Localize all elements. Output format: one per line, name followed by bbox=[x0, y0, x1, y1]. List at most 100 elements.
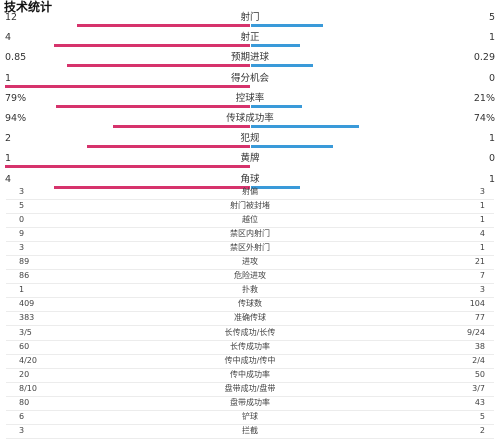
stat-name: 禁区内射门 bbox=[230, 229, 270, 239]
home-value: 8/10 bbox=[19, 383, 37, 393]
stat-bar-row: 12 射门 5 bbox=[0, 10, 500, 30]
home-value: 60 bbox=[19, 341, 30, 351]
row-divider bbox=[6, 283, 494, 285]
home-value: 12 bbox=[5, 12, 18, 23]
row-divider bbox=[6, 339, 494, 341]
away-value: 1 bbox=[479, 201, 485, 211]
home-value: 79% bbox=[5, 92, 27, 104]
row-divider bbox=[6, 213, 494, 215]
home-bar bbox=[5, 84, 250, 88]
away-bar bbox=[251, 145, 333, 149]
table-row: 89 进攻 21 bbox=[0, 255, 500, 271]
stat-name: 射门 bbox=[240, 12, 260, 23]
table-row: 409 传球数 104 bbox=[0, 297, 500, 313]
stat-name: 扑救 bbox=[242, 285, 258, 295]
away-value: 21% bbox=[473, 92, 495, 104]
stat-name: 射正 bbox=[240, 32, 260, 44]
away-value: 50 bbox=[474, 369, 485, 379]
away-value: 2/4 bbox=[472, 355, 485, 365]
away-bar bbox=[251, 24, 324, 27]
table-row: 20 传中成功率 50 bbox=[0, 368, 500, 383]
row-divider bbox=[6, 325, 494, 327]
stat-name: 传球成功率 bbox=[226, 113, 274, 124]
stat-name: 禁区外射门 bbox=[230, 243, 270, 253]
home-value: 4/20 bbox=[19, 355, 37, 365]
home-value: 3/5 bbox=[19, 327, 32, 337]
row-divider bbox=[6, 241, 494, 243]
home-bar bbox=[54, 44, 250, 48]
home-value: 383 bbox=[19, 313, 35, 323]
home-value: 86 bbox=[19, 271, 30, 281]
table-row: 60 长传成功率 38 bbox=[0, 340, 500, 355]
stat-bar-row: 4 射正 1 bbox=[0, 30, 500, 50]
stat-name: 传球数 bbox=[238, 299, 262, 309]
row-divider bbox=[6, 227, 494, 229]
home-value: 0.85 bbox=[5, 52, 27, 64]
stat-name: 盘带成功/盘带 bbox=[224, 383, 276, 393]
away-bar bbox=[251, 185, 300, 189]
away-bar bbox=[251, 125, 359, 128]
away-value: 104 bbox=[469, 299, 485, 309]
away-bar bbox=[251, 44, 300, 48]
away-value: 5 bbox=[479, 411, 485, 421]
stat-bar-row: 94% 传球成功率 74% bbox=[0, 111, 500, 131]
table-row: 80 盘带成功率 43 bbox=[0, 396, 500, 411]
stat-name: 控球率 bbox=[235, 92, 265, 104]
away-value: 43 bbox=[474, 397, 485, 407]
away-value: 0.29 bbox=[473, 52, 495, 64]
home-value: 1 bbox=[19, 285, 25, 295]
home-value: 409 bbox=[19, 299, 35, 309]
away-value: 9/24 bbox=[467, 327, 485, 337]
home-value: 20 bbox=[19, 369, 30, 379]
home-value: 5 bbox=[19, 201, 25, 211]
table-row: 3 拦截 2 bbox=[0, 424, 500, 439]
home-value: 3 bbox=[19, 425, 25, 435]
stat-name: 准确传球 bbox=[234, 313, 266, 323]
stat-bar-row: 4 角球 1 bbox=[0, 172, 500, 192]
stat-name: 越位 bbox=[242, 215, 258, 225]
stat-name: 角球 bbox=[240, 173, 260, 185]
row-divider bbox=[6, 255, 494, 257]
row-divider bbox=[6, 409, 494, 411]
home-bar bbox=[77, 24, 250, 27]
home-value: 2 bbox=[5, 133, 12, 145]
home-value: 4 bbox=[5, 32, 12, 44]
stat-name: 射门被封堵 bbox=[230, 201, 270, 211]
table-row: 6 铲球 5 bbox=[0, 410, 500, 425]
table-row: 383 准确传球 77 bbox=[0, 311, 500, 327]
away-value: 1 bbox=[488, 173, 495, 185]
away-value: 0 bbox=[488, 72, 495, 84]
home-value: 9 bbox=[19, 229, 25, 239]
away-value: 1 bbox=[488, 32, 495, 44]
row-divider bbox=[6, 269, 494, 271]
stat-bar-row: 0.85 预期进球 0.29 bbox=[0, 50, 500, 70]
stat-bar-row: 79% 控球率 21% bbox=[0, 91, 500, 111]
away-value: 7 bbox=[479, 271, 485, 281]
home-value: 3 bbox=[19, 243, 25, 253]
table-row: 0 越位 1 bbox=[0, 213, 500, 229]
home-value: 1 bbox=[5, 153, 12, 165]
stat-name: 传中成功率 bbox=[230, 369, 270, 379]
stat-name: 进攻 bbox=[242, 257, 258, 267]
home-value: 89 bbox=[19, 257, 30, 267]
away-value: 2 bbox=[479, 425, 485, 435]
home-value: 0 bbox=[19, 215, 25, 225]
home-bar bbox=[86, 145, 250, 149]
away-value: 1 bbox=[488, 133, 495, 145]
stat-bar-row: 1 得分机会 0 bbox=[0, 71, 500, 91]
home-bar bbox=[5, 165, 250, 169]
home-value: 4 bbox=[5, 173, 12, 185]
stat-name: 危险进攻 bbox=[234, 271, 266, 281]
home-bar bbox=[67, 64, 250, 68]
stat-name: 长传成功率 bbox=[230, 341, 270, 351]
stat-name: 传中成功/传中 bbox=[224, 355, 276, 365]
away-value: 38 bbox=[474, 341, 485, 351]
table-row: 3/5 长传成功/长传 9/24 bbox=[0, 326, 500, 341]
stat-name: 长传成功/长传 bbox=[224, 327, 276, 337]
table-row: 5 射门被封堵 1 bbox=[0, 199, 500, 215]
away-bar bbox=[251, 64, 314, 68]
away-value: 21 bbox=[474, 257, 485, 267]
row-divider bbox=[6, 311, 494, 313]
home-value: 1 bbox=[5, 72, 12, 84]
away-value: 1 bbox=[479, 243, 485, 253]
